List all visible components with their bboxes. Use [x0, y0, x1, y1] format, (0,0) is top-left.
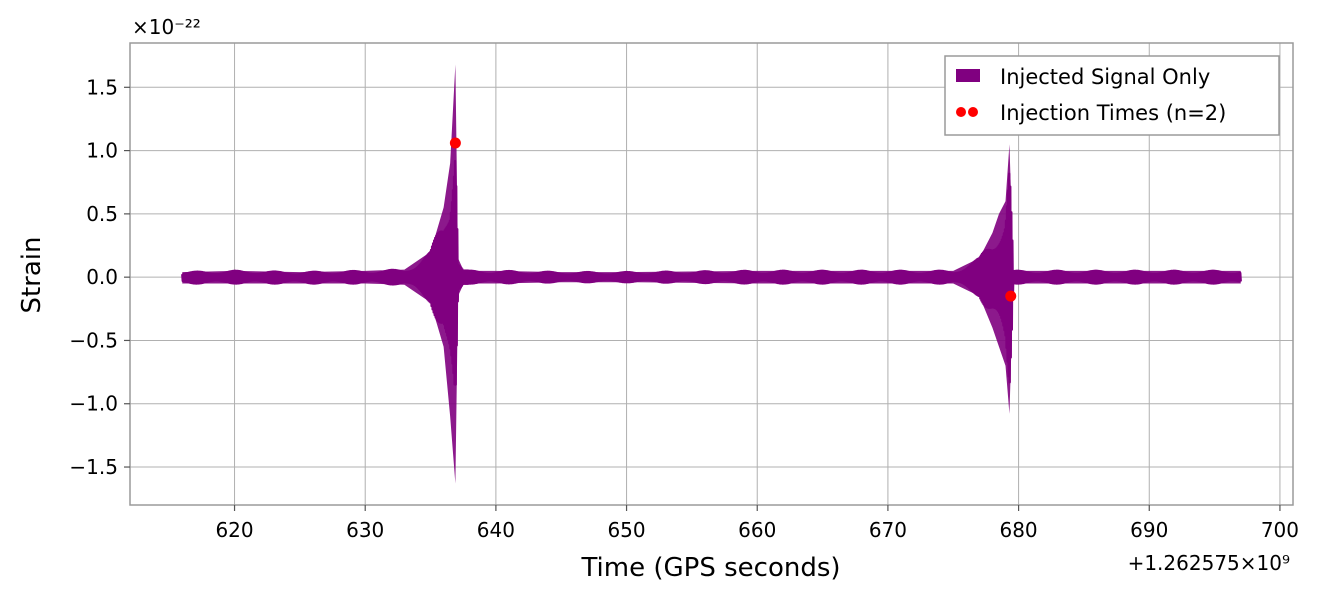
legend-swatch-signal — [956, 69, 980, 82]
x-tick-label: 690 — [1130, 518, 1168, 542]
x-axis-label: Time (GPS seconds) — [580, 553, 840, 583]
legend-label-injection: Injection Times (n=2) — [1000, 101, 1226, 125]
x-tick-label: 700 — [1261, 518, 1299, 542]
y-tick-label: −1.5 — [69, 455, 118, 479]
y-ticks: −1.5 −1.0 −0.5 0.0 0.5 1.0 1.5 — [69, 75, 130, 479]
y-tick-label: 1.5 — [86, 75, 118, 99]
y-tick-label: 1.0 — [86, 139, 118, 163]
x-tick-label: 660 — [738, 518, 776, 542]
x-tick-label: 670 — [869, 518, 907, 542]
x-tick-label: 630 — [346, 518, 384, 542]
y-tick-label: −1.0 — [69, 392, 118, 416]
y-tick-label: −0.5 — [69, 328, 118, 352]
injection-point — [449, 137, 461, 149]
x-offset-text: +1.262575×10⁹ — [1128, 551, 1290, 575]
y-multiplier-text: ×10⁻²² — [132, 15, 201, 39]
y-tick-label: 0.5 — [86, 202, 118, 226]
y-tick-label: 0.0 — [86, 265, 118, 289]
x-tick-label: 680 — [999, 518, 1037, 542]
legend: Injected Signal Only Injection Times (n=… — [944, 55, 1280, 136]
axes-frame — [129, 42, 1294, 506]
x-tick-label: 620 — [215, 518, 253, 542]
plot-data — [181, 64, 1242, 484]
injection-points — [449, 137, 1017, 302]
x-tick-label: 650 — [607, 518, 645, 542]
x-ticks: 620 630 640 650 660 670 680 690 700 — [215, 505, 1299, 542]
signal-envelope — [182, 64, 1241, 484]
legend-label-signal: Injected Signal Only — [1000, 65, 1210, 89]
legend-marker-injection — [956, 107, 966, 117]
injection-point — [1005, 290, 1017, 302]
legend-box — [944, 55, 1280, 136]
y-axis-label: Strain — [17, 236, 47, 313]
legend-marker-injection — [968, 107, 978, 117]
x-tick-label: 640 — [477, 518, 515, 542]
